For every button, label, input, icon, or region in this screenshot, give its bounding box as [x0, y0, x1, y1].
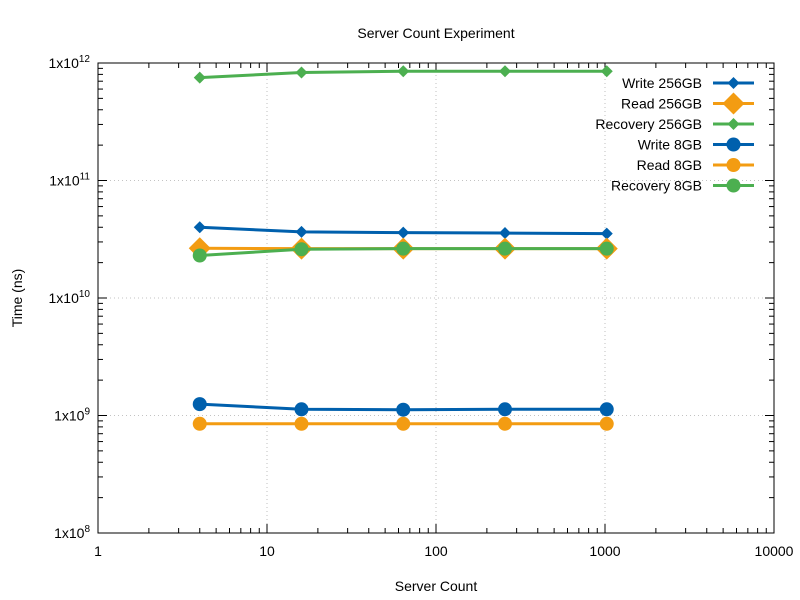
- legend-entry: Write 256GB: [622, 75, 754, 91]
- data-point: [294, 242, 309, 257]
- data-point: [599, 402, 614, 417]
- legend-label: Read 256GB: [621, 96, 702, 112]
- axis-ticks: 1 10 100 1000 10000 1x108 1x109 1x1010 1x1011 1x1…: [49, 54, 794, 559]
- legend-marker: [722, 92, 745, 115]
- data-point: [498, 227, 511, 240]
- data-point: [295, 225, 308, 238]
- y-tick-label: 1x1012: [49, 54, 91, 71]
- legend-marker: [727, 77, 740, 89]
- series: [193, 65, 613, 84]
- data-point: [294, 416, 309, 431]
- data-point: [396, 416, 411, 431]
- data-point: [396, 402, 411, 417]
- series: [193, 221, 613, 240]
- data-point: [600, 65, 613, 78]
- data-point: [599, 416, 614, 431]
- chart-title: Server Count Experiment: [357, 25, 514, 41]
- y-tick-label: 1x109: [54, 407, 90, 424]
- data-point: [396, 241, 411, 256]
- legend-label: Write 8GB: [638, 137, 702, 153]
- data-point: [497, 402, 512, 417]
- data-point: [192, 416, 207, 431]
- legend-label: Recovery 256GB: [595, 116, 702, 132]
- legend-entry: Read 256GB: [621, 92, 754, 115]
- y-tick-label: 1x108: [54, 524, 90, 541]
- legend-entry: Read 8GB: [637, 157, 754, 173]
- series: [192, 397, 614, 417]
- legend-marker: [727, 118, 740, 130]
- y-tick-label: 1x1010: [49, 289, 91, 306]
- series: [192, 241, 614, 263]
- legend-marker: [726, 178, 741, 193]
- data-point: [193, 71, 206, 84]
- legend-label: Read 8GB: [637, 157, 702, 173]
- legend: Write 256GB Read 256GB Recovery 256GB Write…: [595, 75, 754, 194]
- data-point: [497, 241, 512, 256]
- data-point: [599, 241, 614, 256]
- y-axis-label: Time (ns): [9, 269, 25, 328]
- legend-marker: [726, 137, 741, 152]
- x-tick-label: 1: [94, 543, 102, 559]
- legend-entry: Write 8GB: [638, 137, 754, 153]
- data-point: [192, 248, 207, 263]
- x-tick-label: 10: [259, 543, 275, 559]
- data-point: [295, 66, 308, 79]
- legend-label: Write 256GB: [622, 75, 702, 91]
- legend-label: Recovery 8GB: [611, 178, 702, 194]
- data-point: [600, 227, 613, 240]
- x-tick-label: 1000: [589, 543, 620, 559]
- x-tick-label: 10000: [755, 543, 794, 559]
- data-point: [294, 402, 309, 417]
- series: [192, 416, 614, 431]
- legend-entry: Recovery 8GB: [611, 178, 754, 194]
- data-point: [397, 65, 410, 78]
- data-point: [497, 416, 512, 431]
- grid: [98, 63, 774, 533]
- data-point: [193, 221, 206, 234]
- x-tick-label: 100: [424, 543, 448, 559]
- data-point: [192, 397, 207, 412]
- series-layer: [188, 65, 618, 431]
- data-point: [397, 226, 410, 239]
- legend-entry: Recovery 256GB: [595, 116, 754, 132]
- data-point: [498, 65, 511, 78]
- x-axis-label: Server Count: [395, 578, 478, 594]
- y-tick-label: 1x1011: [49, 172, 90, 189]
- plot-frame: [97, 62, 775, 534]
- legend-marker: [726, 158, 741, 172]
